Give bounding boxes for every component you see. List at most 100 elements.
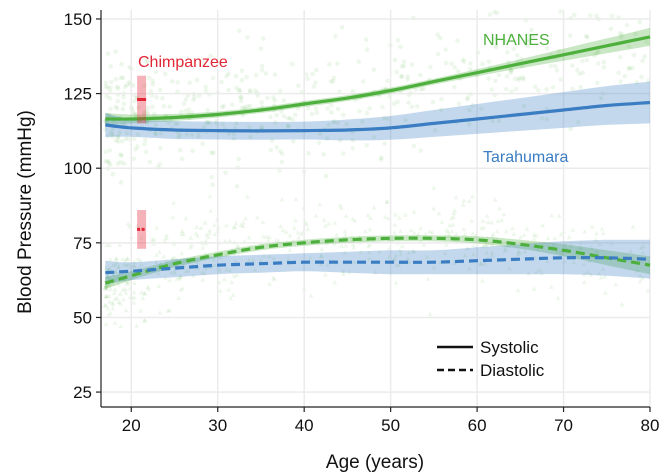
scatter-point: [238, 98, 244, 104]
scatter-point: [132, 263, 137, 268]
scatter-point: [548, 63, 554, 69]
scatter-point: [105, 267, 111, 272]
scatter-point: [188, 245, 193, 250]
scatter-point: [171, 241, 177, 246]
scatter-point: [396, 262, 402, 267]
scatter-point: [489, 253, 495, 258]
scatter-point: [123, 290, 129, 295]
scatter-point: [484, 213, 490, 218]
scatter-point: [247, 125, 252, 130]
scatter-point: [424, 254, 430, 259]
scatter-point: [230, 292, 236, 297]
scatter-point: [190, 148, 195, 154]
scatter-point: [626, 66, 631, 71]
scatter-point: [395, 38, 401, 43]
scatter-point: [415, 231, 421, 236]
scatter-point: [104, 119, 109, 125]
scatter-point: [326, 221, 331, 226]
scatter-point: [515, 251, 521, 257]
scatter-point: [179, 156, 185, 162]
scatter-point: [570, 227, 576, 232]
scatter-point: [141, 110, 147, 115]
annotation-nhanes: NHANES: [483, 32, 550, 49]
scatter-point: [153, 122, 158, 128]
scatter-point: [139, 235, 144, 240]
scatter-point: [110, 126, 115, 132]
scatter-point: [166, 120, 171, 126]
scatter-point: [184, 132, 190, 137]
scatter-point: [181, 231, 186, 237]
scatter-point: [230, 102, 235, 107]
scatter-point: [319, 246, 325, 252]
scatter-point: [467, 107, 472, 113]
scatter-point: [113, 138, 119, 143]
scatter-point: [313, 213, 319, 218]
scatter-point: [385, 116, 390, 122]
scatter-point: [382, 214, 388, 219]
scatter-point: [622, 74, 628, 79]
scatter-point: [616, 70, 621, 75]
scatter-point: [318, 253, 324, 258]
scatter-point: [283, 229, 289, 234]
series-line: [105, 100, 651, 133]
scatter-point: [246, 235, 252, 240]
scatter-point: [219, 105, 225, 110]
scatter-point: [201, 270, 207, 276]
scatter-point: [566, 234, 572, 240]
scatter-point: [509, 89, 514, 94]
scatter-point: [596, 61, 601, 66]
scatter-point: [155, 270, 161, 276]
scatter-point: [102, 302, 108, 307]
scatter-point: [449, 61, 454, 66]
scatter-point: [539, 116, 545, 121]
scatter-point: [425, 276, 431, 281]
scatter-point: [490, 231, 496, 237]
scatter-point: [399, 74, 404, 79]
scatter-point: [581, 261, 587, 267]
scatter-point: [642, 54, 647, 59]
scatter-point: [594, 51, 600, 56]
scatter-point: [578, 84, 583, 90]
scatter-point: [529, 27, 534, 33]
scatter-point: [204, 232, 209, 237]
scatter-point: [224, 222, 229, 228]
scatter-point: [172, 255, 178, 261]
scatter-point: [171, 200, 176, 205]
scatter-point: [176, 295, 182, 300]
scatter-point: [431, 265, 437, 270]
scatter-point: [278, 223, 283, 229]
scatter-point: [106, 160, 112, 165]
scatter-point: [384, 199, 390, 204]
scatter-point: [199, 269, 205, 275]
scatter-point: [589, 245, 595, 250]
confidence-band: [105, 81, 651, 141]
scatter-point: [107, 89, 113, 94]
scatter-point: [603, 290, 608, 295]
scatter-point: [279, 108, 284, 114]
scatter-point: [342, 250, 348, 255]
scatter-point: [461, 202, 466, 207]
scatter-point: [183, 215, 189, 221]
scatter-point: [120, 256, 125, 261]
scatter-point: [157, 310, 163, 315]
scatter-point: [245, 194, 250, 199]
scatter-point: [208, 208, 214, 213]
scatter-point: [372, 269, 378, 275]
scatter-point: [196, 93, 202, 98]
scatter-point: [124, 280, 129, 285]
scatter-point: [119, 61, 124, 67]
chimpanzee-markers: [137, 75, 147, 249]
scatter-point: [594, 13, 599, 19]
scatter-point: [272, 72, 278, 77]
scatter-point: [208, 53, 213, 59]
scatter-point: [637, 272, 643, 278]
grid: [101, 10, 651, 407]
scatter-point: [242, 106, 248, 111]
scatter-point: [104, 293, 110, 299]
scatter-point: [273, 120, 278, 125]
scatter-point: [392, 256, 398, 261]
scatter-point: [494, 45, 499, 50]
scatter-point: [360, 79, 366, 84]
scatter-point: [226, 71, 231, 77]
